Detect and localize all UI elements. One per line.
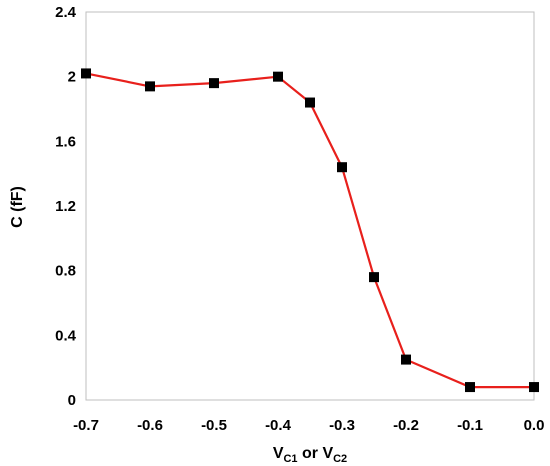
y-tick-label: 2.4 — [55, 4, 77, 21]
data-point-marker — [337, 162, 347, 173]
y-axis: 0 0.4 0.8 1.2 1.6 2 2.4 — [55, 4, 77, 409]
data-point-marker — [369, 272, 379, 283]
y-tick-label: 0.8 — [55, 263, 76, 280]
data-point-marker — [401, 354, 411, 365]
x-tick-label: -0.5 — [201, 417, 227, 434]
x-tick-label: -0.6 — [137, 417, 163, 434]
x-axis-title-subscript: C1 — [283, 453, 297, 465]
data-point-marker — [81, 68, 91, 79]
y-tick-label: 0.4 — [55, 327, 77, 344]
plot-area — [85, 11, 535, 401]
data-point-marker — [145, 81, 155, 92]
data-point-marker — [465, 382, 475, 393]
x-tick-label: -0.1 — [457, 417, 483, 434]
x-axis-title: VC1 or VC2 — [273, 445, 347, 465]
data-point-marker — [529, 382, 539, 393]
x-tick-label: -0.3 — [329, 417, 355, 434]
series-line — [85, 72, 534, 389]
data-point-marker — [209, 78, 219, 89]
x-tick-label: -0.4 — [265, 417, 292, 434]
data-point-marker — [305, 97, 315, 108]
x-tick-label: 0.0 — [524, 417, 545, 434]
y-tick-label: 1.6 — [55, 133, 76, 150]
x-tick-label: -0.2 — [393, 417, 419, 434]
series-markers — [81, 68, 539, 393]
series-lines — [85, 72, 534, 389]
y-tick-label: 1.2 — [55, 198, 76, 215]
x-axis: -0.7 -0.6 -0.5 -0.4 -0.3 -0.2 -0.1 0.0 — [73, 417, 544, 434]
x-axis-title-text: or V — [298, 445, 334, 462]
y-tick-label: 0 — [68, 392, 76, 409]
x-axis-title-subscript: C2 — [333, 453, 347, 465]
x-axis-title-text: V — [273, 445, 284, 462]
x-tick-label: -0.7 — [73, 417, 99, 434]
data-point-marker — [273, 71, 283, 82]
y-axis-title: C (fF) — [9, 186, 26, 228]
y-tick-label: 2 — [68, 69, 76, 86]
